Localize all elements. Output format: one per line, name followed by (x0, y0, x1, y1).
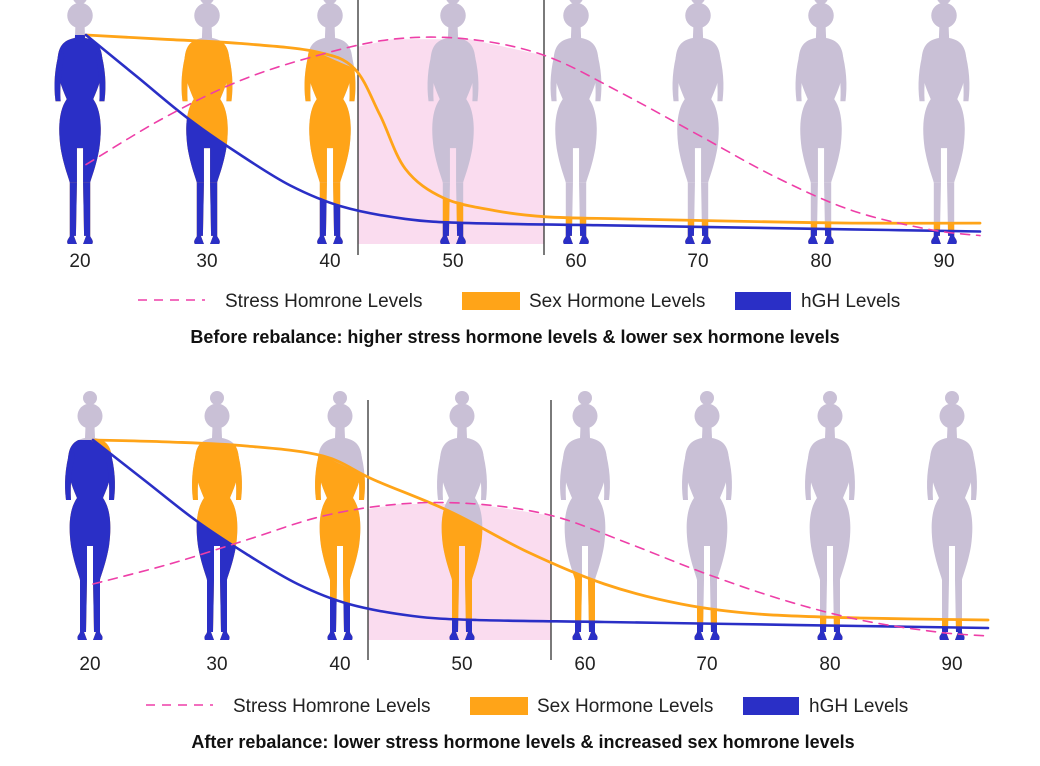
stress-hormone-line (92, 501, 989, 637)
age-label: 20 (79, 654, 100, 675)
legend-hgh-label: hGH Levels (809, 696, 908, 717)
woman-figure-icon (918, 0, 970, 245)
age-label: 80 (810, 251, 831, 272)
legend-sex-label: Sex Hormone Levels (537, 696, 713, 717)
legend-hgh-label: hGH Levels (801, 291, 900, 312)
woman-figure-icon (805, 391, 855, 640)
legend: Stress Homrone Levels Sex Hormone Levels h… (138, 291, 900, 312)
hgh-line (91, 438, 990, 630)
legend-sex-label: Sex Hormone Levels (529, 291, 705, 312)
hgh-line (84, 33, 982, 233)
age-label: 40 (319, 251, 340, 272)
woman-figure-icon (550, 0, 602, 245)
age-label: 30 (206, 654, 227, 675)
woman-figure-icon (560, 391, 610, 640)
age-label: 30 (196, 251, 217, 272)
legend-hgh-swatch (735, 292, 791, 310)
age-label: 50 (442, 251, 463, 272)
woman-figure-icon (682, 391, 732, 640)
legend: Stress Homrone Levels Sex Hormone Levels h… (146, 696, 908, 717)
age-label: 70 (696, 654, 717, 675)
stress-shaded-region (368, 504, 551, 640)
legend-stress-label: Stress Homrone Levels (233, 696, 430, 717)
age-label: 20 (69, 251, 90, 272)
woman-figure-icon (795, 0, 847, 245)
age-label: 80 (819, 654, 840, 675)
age-label: 40 (329, 654, 350, 675)
legend-stress-label: Stress Homrone Levels (225, 291, 422, 312)
age-label: 60 (565, 251, 586, 272)
legend-sex-swatch (462, 292, 520, 310)
age-label: 60 (574, 654, 595, 675)
legend-sex-swatch (470, 697, 528, 715)
age-label: 90 (933, 251, 954, 272)
age-label: 50 (451, 654, 472, 675)
after-rebalance-panel: 20 30 40 50 60 70 80 90 Stress Homrone Levels Sex… (65, 391, 990, 752)
before-rebalance-panel: 20 30 40 50 60 70 80 90 Stress Homrone Levels Sex… (54, 0, 982, 347)
age-label: 70 (687, 251, 708, 272)
sex-hormone-line (91, 438, 990, 622)
age-label: 90 (941, 654, 962, 675)
panel-caption: Before rebalance: higher stress hormone … (190, 327, 839, 347)
panel-caption: After rebalance: lower stress hormone le… (191, 732, 854, 752)
legend-hgh-swatch (743, 697, 799, 715)
stress-hormone-line (85, 36, 981, 237)
woman-figure-icon (927, 391, 977, 640)
woman-figure-icon (672, 0, 724, 245)
sex-hormone-line (84, 33, 982, 225)
